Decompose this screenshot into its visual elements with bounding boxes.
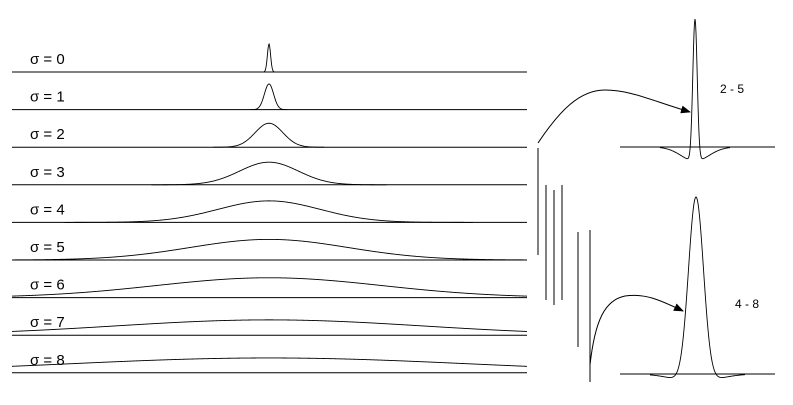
difference-label: 4 - 8 [735,297,759,311]
gaussian-curve [151,161,387,186]
difference-curve [659,18,731,160]
sigma-label: σ = 0 [30,51,65,68]
gaussian-curve [11,277,528,297]
gaussian-curve [64,200,474,223]
sigma-label: σ = 1 [30,89,65,106]
difference-plot-4-8: 4 - 8 [620,196,775,378]
arrow-to-difference-4-8 [589,294,684,366]
difference-curve [649,196,746,378]
gaussian-curve [262,42,276,73]
sigma-label: σ = 5 [30,239,65,256]
gaussian-curve [11,357,528,367]
gaussian-row-5: σ = 5 [11,238,527,261]
sigma-label: σ = 7 [30,314,65,331]
sigma-label: σ = 8 [30,352,65,369]
gaussian-row-4: σ = 4 [12,200,527,223]
gaussian-row-0: σ = 0 [12,42,527,73]
sigma-label: σ = 6 [30,277,65,294]
gaussian-curve [11,238,527,261]
difference-label: 2 - 5 [720,82,744,96]
gaussian-curve [250,83,288,111]
gaussian-curve [213,122,325,148]
gaussian-row-2: σ = 2 [12,122,527,148]
sigma-label: σ = 4 [30,201,65,218]
gaussian-row-8: σ = 8 [11,352,528,374]
sigma-label: σ = 3 [30,164,65,181]
gaussian-rows: σ = 0 σ = 1 σ = 2 σ = 3 σ = 4 σ = 5 σ = 6 σ = 7… [11,42,528,374]
gaussian-curve [11,319,528,332]
gaussian-row-1: σ = 1 [12,83,527,111]
arrow-to-difference-2-5 [537,89,691,144]
gaussian-row-7: σ = 7 [11,314,528,336]
difference-plot-2-5: 2 - 5 [620,18,775,160]
stacked-slices [537,148,591,382]
gaussian-row-6: σ = 6 [11,277,528,299]
gaussian-row-3: σ = 3 [12,161,527,186]
sigma-label: σ = 2 [30,126,65,143]
